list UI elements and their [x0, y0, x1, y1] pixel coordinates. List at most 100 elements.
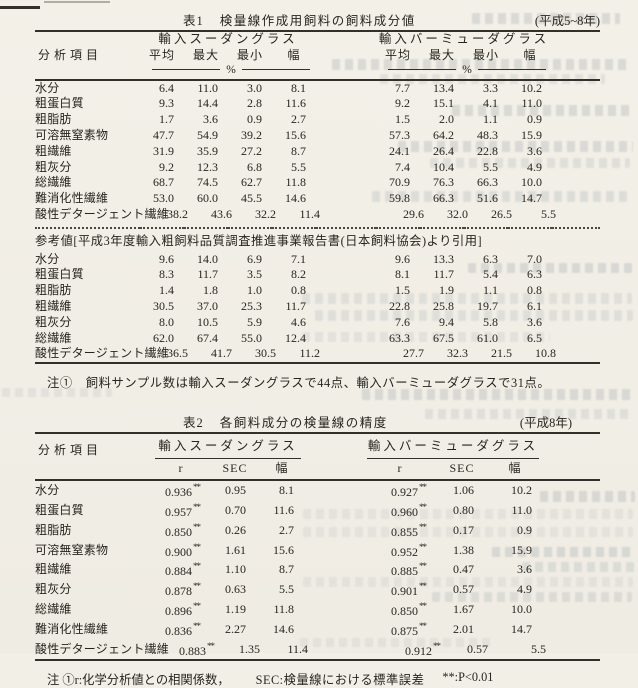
cell-value: 11.0	[521, 96, 543, 111]
column-gap	[330, 207, 390, 223]
cell-value: 10.0	[521, 175, 543, 190]
table-row: 粗繊維 31.9 35.9 27.2 8.7 24.1 26.4 22.8 3.6	[35, 144, 600, 160]
bleedthrough-artifact	[540, 491, 635, 502]
table2-number: 表2	[183, 416, 204, 431]
dotted-divider	[35, 222, 601, 229]
cell-value: 1.38	[453, 542, 475, 557]
cell-value: 0.8	[527, 283, 543, 298]
cell-value: 3.6	[517, 562, 533, 577]
cell-value: 3.0	[247, 80, 262, 95]
bleedthrough-artifact	[432, 592, 632, 602]
cell-value: 5.4	[483, 267, 499, 282]
significance-marker: **	[419, 482, 427, 493]
cell-value: 0.885**	[391, 561, 427, 579]
column-gap	[306, 480, 362, 501]
column-header-r: r	[178, 461, 184, 476]
column-header-mean: 平均	[385, 47, 412, 62]
significance-marker: **	[193, 482, 201, 493]
cell-value: 25.3	[241, 298, 262, 313]
table2-caption: 表2 各飼料成分の検量線の精度 (平成8年)	[35, 412, 600, 432]
cell-value: 0.850**	[391, 600, 427, 618]
cell-value: 1.5	[395, 112, 411, 127]
cell-value: 8.7	[291, 143, 307, 158]
cell-value: 0.63	[225, 582, 246, 597]
bleedthrough-artifact	[398, 141, 633, 152]
cell-value: 43.6	[211, 206, 232, 221]
row-label: 難消化性繊維	[35, 191, 109, 206]
significance-marker: **	[193, 561, 201, 572]
cell-value: 2.8	[247, 96, 262, 111]
cell-value: 55.0	[241, 330, 262, 345]
row-label: 酸性デタージェント繊維	[35, 206, 169, 221]
cell-value: 1.5	[395, 283, 411, 298]
cell-value: 6.3	[527, 267, 543, 282]
group-header-sudangrass: 輸入スーダングラス	[158, 32, 298, 46]
table-row: 総繊維 62.0 67.4 55.0 12.4 63.3 67.5 61.0 6.5	[35, 331, 600, 347]
cell-value: 1.1	[483, 112, 499, 127]
cell-value: 10.0	[511, 601, 533, 616]
cell-value: 9.6	[395, 251, 411, 266]
rule-line	[241, 69, 311, 71]
row-label: 粗繊維	[35, 143, 72, 158]
cell-value: 15.9	[521, 127, 543, 142]
cell-value: 13.4	[433, 80, 455, 95]
cell-value: 1.1	[483, 283, 499, 298]
significance-marker: **	[207, 640, 215, 651]
cell-value: 22.8	[389, 298, 411, 313]
cell-value: 8.1	[291, 80, 307, 95]
cell-value: 15.6	[285, 127, 307, 142]
column-gap	[306, 541, 362, 561]
cell-value: 2.27	[225, 621, 246, 636]
cell-value: 0.901**	[391, 581, 427, 599]
row-label: 粗繊維	[35, 562, 72, 577]
cell-value: 30.5	[153, 298, 174, 313]
column-header-range: 幅	[287, 47, 301, 62]
cell-value: 3.6	[527, 143, 543, 158]
bleedthrough-artifact	[425, 409, 633, 419]
row-label: 水分	[35, 80, 60, 95]
table-row: 粗蛋白質 8.3 11.7 3.5 8.2 8.1 11.7 5.4 6.3	[35, 267, 600, 283]
cell-value: 66.3	[477, 175, 499, 190]
table-row: 粗脂肪 0.850** 0.26 2.7 0.855** 0.17 0.9	[35, 521, 600, 541]
column-gap	[306, 620, 362, 640]
cell-value: 0.878**	[165, 581, 201, 599]
cell-value: 32.3	[447, 346, 469, 361]
column-header-item: 分析項目	[38, 443, 103, 458]
cell-value: 4.6	[291, 314, 307, 329]
column-gap	[316, 331, 376, 347]
table-row: 粗灰分 9.2 12.3 6.8 5.5 7.4 10.4 5.5 4.9	[35, 160, 600, 176]
cell-value: 13.3	[433, 251, 455, 266]
column-gap	[306, 580, 362, 600]
bleedthrough-artifact	[430, 158, 630, 168]
cell-value: 3.6	[203, 112, 218, 127]
significance-marker: **	[193, 501, 201, 512]
rule-line	[152, 69, 221, 71]
cell-value: 8.3	[159, 267, 174, 282]
table1-header: 輸入スーダングラス 輸入バーミューダグラス 分析項目 平均 最大 最小 幅 平均…	[35, 31, 601, 80]
cell-value: 8.1	[279, 483, 295, 498]
cell-value: 2.7	[291, 112, 307, 127]
cell-value: 19.7	[477, 298, 499, 313]
significance-marker: **	[193, 541, 201, 552]
cell-value: 1.06	[453, 483, 475, 498]
cell-value: 2.7	[279, 522, 295, 537]
cell-value: 6.3	[483, 251, 499, 266]
column-gap	[316, 112, 376, 128]
bleedthrough-artifact	[303, 527, 633, 537]
cell-value: 1.7	[159, 112, 174, 127]
header-spacer	[552, 64, 600, 80]
cell-value: 11.6	[285, 96, 307, 111]
column-header-min: 最小	[473, 47, 500, 62]
column-gap	[316, 315, 376, 331]
cell-value: 7.1	[291, 251, 307, 266]
cell-value: 66.3	[433, 191, 455, 206]
cell-value: 39.2	[241, 127, 262, 142]
cell-value: 9.3	[159, 96, 174, 111]
table-row: 粗蛋白質 0.957** 0.70 11.6 0.960** 0.80 11.0	[35, 501, 600, 521]
table-row: 可溶無窒素物 47.7 54.9 39.2 15.6 57.3 64.2 48.3 15.9	[35, 128, 600, 144]
cell-value: 0.80	[453, 502, 475, 517]
footnote-sec-definition: SEC:検量線における標準誤差	[255, 673, 425, 688]
cell-value: 37.0	[197, 298, 218, 313]
row-label: 粗灰分	[35, 314, 72, 329]
